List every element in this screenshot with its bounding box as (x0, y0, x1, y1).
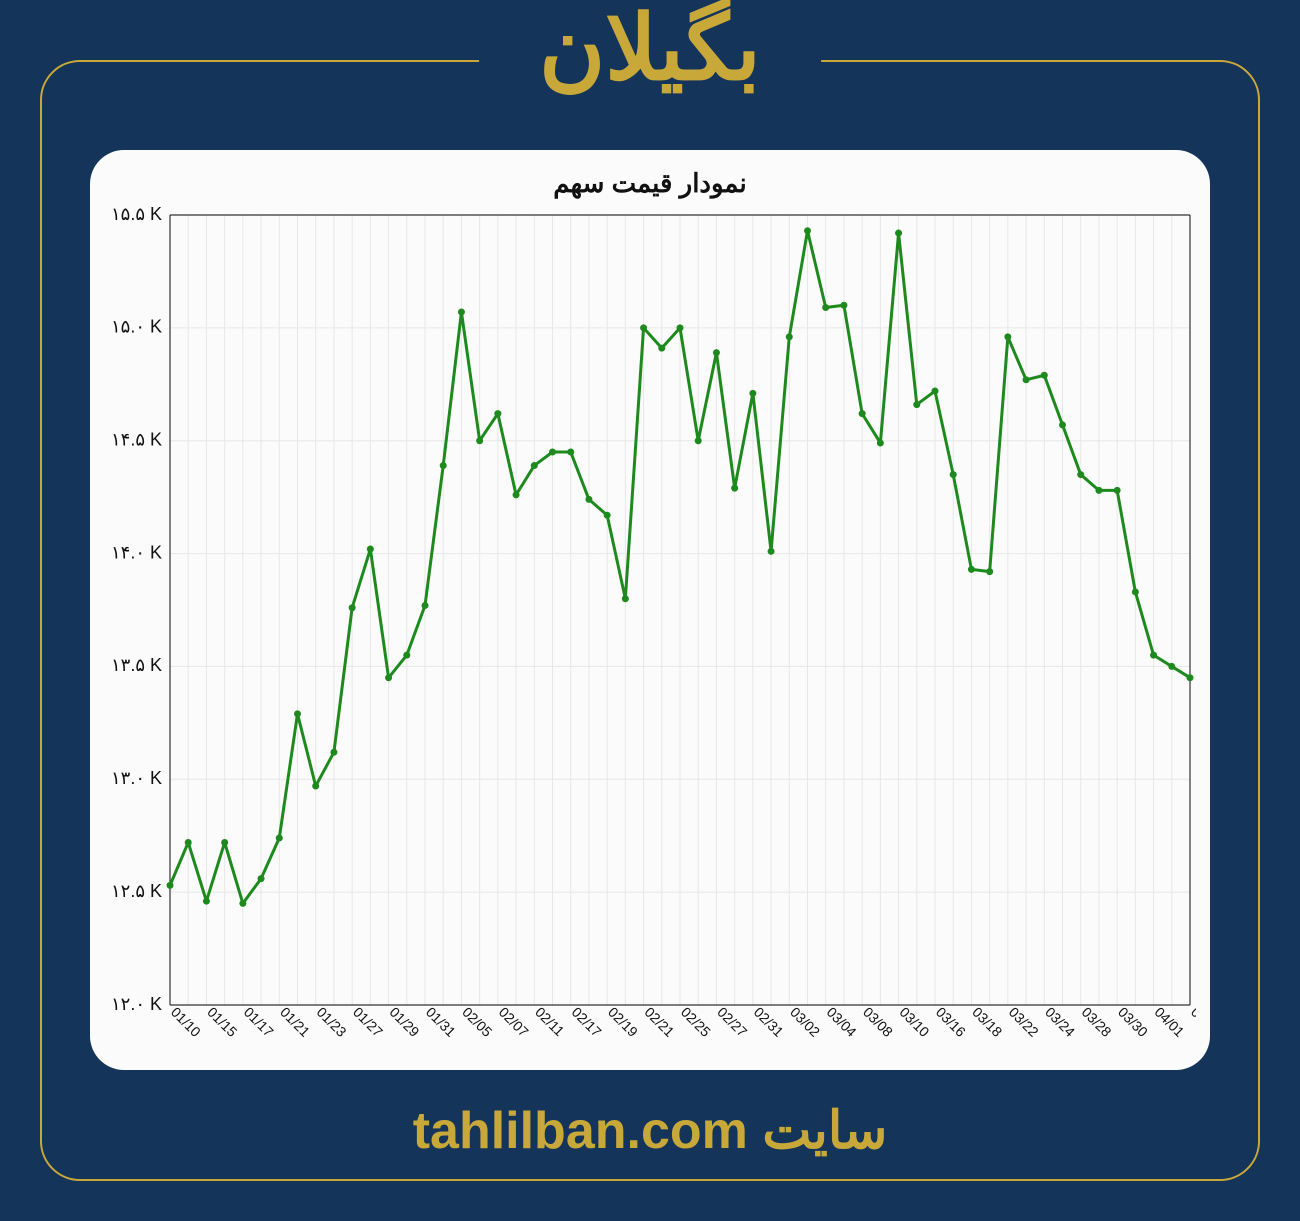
svg-text:03/28: 03/28 (1079, 1004, 1115, 1040)
svg-text:۱۴.۰ K: ۱۴.۰ K (111, 542, 162, 562)
svg-text:03/10: 03/10 (896, 1004, 932, 1040)
svg-text:03/24: 03/24 (1042, 1004, 1078, 1040)
svg-text:01/17: 01/17 (241, 1004, 277, 1040)
svg-text:02/27: 02/27 (714, 1004, 750, 1040)
svg-text:01/27: 01/27 (350, 1004, 386, 1040)
svg-text:01/15: 01/15 (204, 1004, 240, 1040)
svg-text:04/01: 04/01 (1151, 1004, 1187, 1040)
svg-text:03/02: 03/02 (787, 1004, 823, 1040)
page-title: بگیلان (479, 4, 821, 94)
svg-text:۱۲.۰ K: ۱۲.۰ K (111, 994, 162, 1014)
svg-text:03/04: 03/04 (824, 1004, 860, 1040)
svg-text:02/17: 02/17 (569, 1004, 605, 1040)
svg-text:03/08: 03/08 (860, 1004, 896, 1040)
svg-text:01/21: 01/21 (277, 1004, 313, 1040)
svg-text:01/23: 01/23 (314, 1004, 350, 1040)
footer-prefix: سایت (762, 1102, 887, 1160)
chart-card: نمودار قیمت سهم ۱۲.۰ K ۱۲.۵ K ۱۳.۰ K ۱۳.۵ K… (90, 150, 1210, 1070)
footer-site: سایت tahlilban.com (413, 1101, 888, 1161)
svg-text:03/18: 03/18 (969, 1004, 1005, 1040)
chart-plot: ۱۲.۰ K ۱۲.۵ K ۱۳.۰ K ۱۳.۵ K ۱۴.۰ K ۱۴.۵ K ۱۵.۰… (104, 205, 1196, 1055)
svg-text:02/21: 02/21 (641, 1004, 677, 1040)
footer-url: tahlilban.com (413, 1102, 748, 1160)
chart-svg: ۱۲.۰ K ۱۲.۵ K ۱۳.۰ K ۱۳.۵ K ۱۴.۰ K ۱۴.۵ K ۱۵.۰… (104, 205, 1196, 1055)
svg-text:02/07: 02/07 (496, 1004, 532, 1040)
svg-text:03/22: 03/22 (1006, 1004, 1042, 1040)
svg-text:۱۲.۵ K: ۱۲.۵ K (111, 881, 162, 901)
svg-text:02/25: 02/25 (678, 1004, 714, 1040)
svg-text:04/05: 04/05 (1188, 1004, 1196, 1040)
svg-text:۱۵.۵ K: ۱۵.۵ K (111, 205, 162, 224)
svg-text:۱۵.۰ K: ۱۵.۰ K (111, 317, 162, 337)
svg-text:02/31: 02/31 (751, 1004, 787, 1040)
svg-text:01/29: 01/29 (386, 1004, 422, 1040)
chart-title: نمودار قیمت سهم (104, 168, 1196, 199)
svg-text:02/19: 02/19 (605, 1004, 641, 1040)
svg-text:۱۳.۵ K: ۱۳.۵ K (111, 655, 162, 675)
svg-text:01/31: 01/31 (423, 1004, 459, 1040)
svg-text:۱۳.۰ K: ۱۳.۰ K (111, 768, 162, 788)
svg-text:03/16: 03/16 (933, 1004, 969, 1040)
svg-text:02/11: 02/11 (532, 1004, 568, 1040)
svg-text:03/30: 03/30 (1115, 1004, 1151, 1040)
svg-text:01/10: 01/10 (168, 1004, 204, 1040)
svg-text:02/05: 02/05 (459, 1004, 495, 1040)
svg-text:۱۴.۵ K: ۱۴.۵ K (111, 429, 162, 449)
